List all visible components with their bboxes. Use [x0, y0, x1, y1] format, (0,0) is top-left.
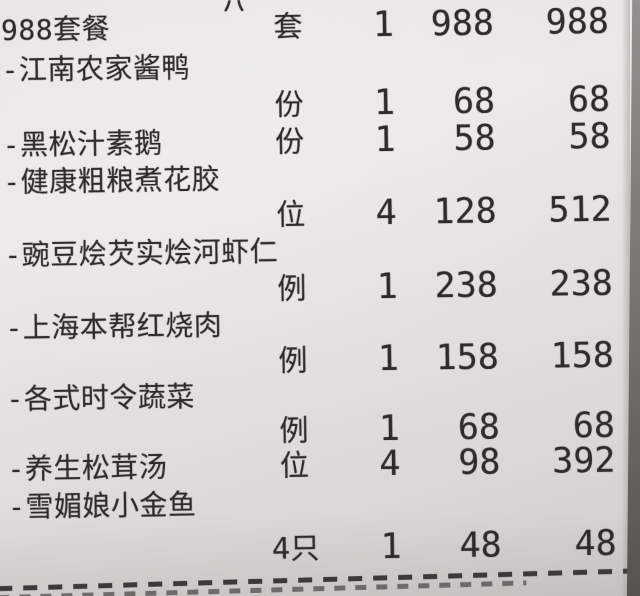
item-name: -雪媚娘小金鱼: [7, 487, 197, 524]
item-qty: 4: [379, 443, 401, 485]
item-name: -养生松茸汤: [7, 450, 168, 486]
item-amount: 58: [568, 116, 611, 158]
item-amount: 988: [545, 1, 610, 43]
item-amount: 512: [548, 189, 613, 231]
item-qty: 1: [376, 266, 399, 308]
item-qty: 4: [375, 192, 398, 234]
dashed-separator: [0, 567, 640, 596]
item-amount: 392: [551, 440, 616, 482]
item-qty: 1: [374, 119, 396, 161]
item-amount: 68: [567, 79, 611, 121]
item-name: -黑松汁素鹅: [2, 126, 163, 162]
item-name: 988套餐: [0, 12, 111, 47]
item-amount: 48: [574, 523, 617, 565]
item-qty: 1: [372, 4, 395, 46]
item-qty: 1: [380, 526, 402, 568]
item-qty: 1: [373, 82, 396, 124]
cutoff-character-fragment-icon: [224, 0, 244, 12]
receipt-line: -雪媚娘小金鱼: [3, 478, 640, 527]
paper-edge-soft-shadow: [621, 0, 630, 596]
item-name: -江南农家酱鸭: [1, 50, 191, 87]
receipt-line: 4只 1 48 48: [3, 523, 640, 572]
receipt-lines: 988套餐套 1 988 988 -江南农家酱鸭份 1 68 68 -黑松汁素鹅份 1 58 58 -健…: [0, 0, 636, 567]
